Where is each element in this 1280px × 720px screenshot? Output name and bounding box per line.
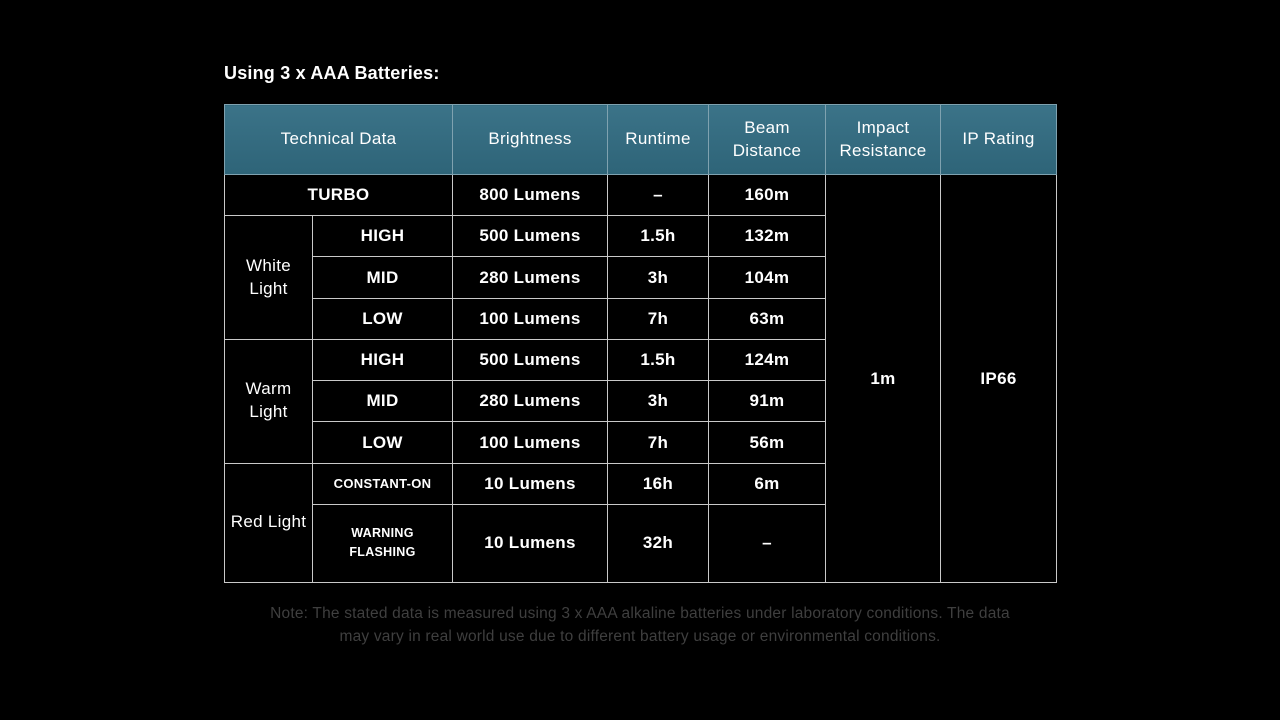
column-header-technical-data: Technical Data bbox=[224, 104, 453, 175]
cell-beam-distance: 132m bbox=[708, 215, 826, 258]
cell-group-white-light: White Light bbox=[224, 215, 313, 340]
cell-group-red-light: Red Light bbox=[224, 462, 313, 584]
table-row-red-flashing: WARNING FLASHING 10 Lumens 32h – bbox=[225, 503, 1057, 584]
cell-brightness: 10 Lumens bbox=[452, 503, 608, 584]
cell-brightness: 500 Lumens bbox=[452, 338, 608, 382]
cell-runtime: 16h bbox=[607, 462, 709, 505]
cell-runtime: 1.5h bbox=[607, 338, 709, 382]
cell-runtime: 3h bbox=[607, 256, 709, 299]
cell-mode: LOW bbox=[312, 421, 453, 464]
column-header-ip-rating: IP Rating bbox=[940, 104, 1057, 175]
technical-data-table: Technical Data Brightness Runtime Beam D… bbox=[224, 104, 1057, 584]
cell-mode: HIGH bbox=[312, 338, 453, 382]
cell-brightness: 500 Lumens bbox=[452, 215, 608, 258]
cell-brightness: 280 Lumens bbox=[452, 256, 608, 299]
cell-mode: LOW bbox=[312, 297, 453, 340]
column-header-impact-resistance: Impact Resistance bbox=[825, 104, 941, 175]
table-row-turbo: TURBO 800 Lumens – 160m 1m IP66 bbox=[224, 173, 1057, 583]
cell-beam-distance: 104m bbox=[708, 256, 826, 299]
table-row-white-high: White Light HIGH 500 Lumens 1.5h 132m bbox=[224, 215, 1057, 340]
cell-runtime: 7h bbox=[607, 421, 709, 464]
cell-mode: TURBO bbox=[224, 173, 453, 217]
table-row-warm-mid: MID 280 Lumens 3h 91m bbox=[225, 380, 1057, 423]
cell-beam-distance: 91m bbox=[708, 380, 826, 423]
cell-mode: CONSTANT-ON bbox=[312, 462, 453, 505]
cell-runtime: 7h bbox=[607, 297, 709, 340]
cell-ip-rating: IP66 bbox=[940, 174, 1057, 583]
cell-runtime: 1.5h bbox=[607, 215, 709, 258]
cell-beam-distance: 6m bbox=[708, 462, 826, 505]
cell-runtime: 32h bbox=[607, 503, 709, 584]
cell-mode: MID bbox=[312, 380, 453, 423]
cell-beam-distance: 63m bbox=[708, 297, 826, 340]
cell-impact-resistance: 1m bbox=[825, 174, 941, 583]
cell-mode: HIGH bbox=[312, 215, 453, 258]
cell-group-warm-light: Warm Light bbox=[224, 338, 313, 464]
cell-runtime: – bbox=[607, 173, 709, 217]
cell-beam-distance: 56m bbox=[708, 421, 826, 464]
cell-beam-distance: 160m bbox=[708, 173, 826, 217]
cell-brightness: 800 Lumens bbox=[452, 173, 608, 217]
cell-brightness: 280 Lumens bbox=[452, 380, 608, 423]
page-title: Using 3 x AAA Batteries: bbox=[224, 63, 440, 83]
column-header-runtime: Runtime bbox=[607, 104, 709, 175]
cell-beam-distance: – bbox=[708, 503, 826, 584]
table-row-warm-low: LOW 100 Lumens 7h 56m bbox=[225, 421, 1057, 464]
column-header-brightness: Brightness bbox=[452, 104, 608, 175]
cell-brightness: 10 Lumens bbox=[452, 462, 608, 505]
cell-brightness: 100 Lumens bbox=[452, 421, 608, 464]
note-text: Note: The stated data is measured using … bbox=[270, 605, 1010, 645]
cell-beam-distance: 124m bbox=[708, 338, 826, 382]
table-row-white-low: LOW 100 Lumens 7h 63m bbox=[225, 297, 1057, 340]
table-header-row: Technical Data Brightness Runtime Beam D… bbox=[224, 104, 1057, 175]
table-row-red-constant: Red Light CONSTANT-ON 10 Lumens 16h 6m bbox=[224, 462, 1057, 584]
table-row-warm-high: Warm Light HIGH 500 Lumens 1.5h 124m bbox=[224, 338, 1057, 464]
cell-mode: WARNING FLASHING bbox=[312, 503, 453, 584]
cell-mode: MID bbox=[312, 256, 453, 299]
column-header-beam-distance: Beam Distance bbox=[708, 104, 826, 175]
cell-runtime: 3h bbox=[607, 380, 709, 423]
cell-brightness: 100 Lumens bbox=[452, 297, 608, 340]
